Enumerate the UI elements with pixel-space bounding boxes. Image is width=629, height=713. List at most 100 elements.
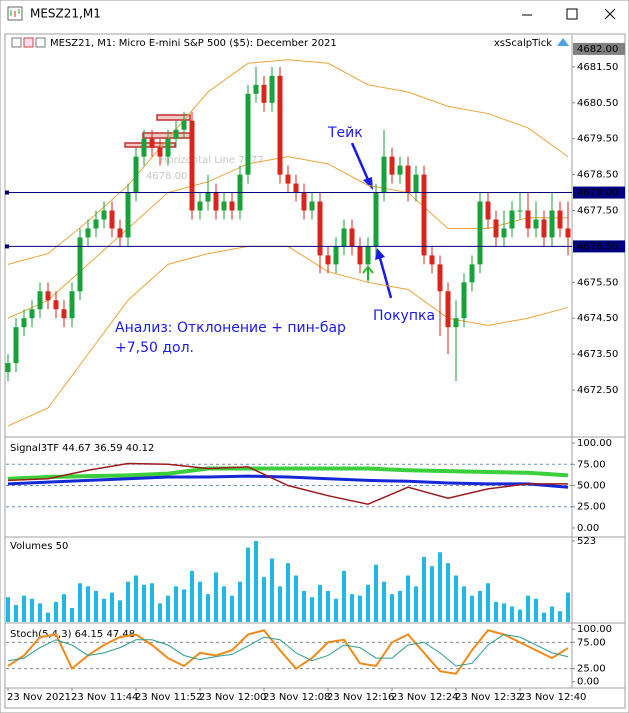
close-button[interactable] [604,8,616,20]
window-title: MESZ21,M1 [30,7,101,21]
volume-bar [382,581,386,622]
volume-bar [438,552,442,622]
volume-bar [510,606,514,622]
candle-body [141,138,147,157]
indicator-line [7,629,569,675]
y-tick-label: 75.00 [577,459,606,470]
candle-body [397,165,403,175]
volume-bar [390,594,394,622]
volume-bar [118,600,122,622]
y-tick-label: 0.00 [577,677,599,688]
maximize-button[interactable] [566,8,578,20]
volume-bar [302,591,306,622]
volume-bar [262,577,266,622]
volume-bar [278,586,282,622]
candle-body [485,201,491,220]
candle-body [365,246,371,265]
candle-body [213,192,219,211]
level-label: 4678.00 [577,188,618,199]
volume-bar [406,575,410,622]
time-label: 23 Nov 2021 [7,692,71,703]
candle-body [349,228,355,247]
volume-bar [134,575,138,622]
indicator-lines [7,462,569,505]
volume-bar [94,591,98,622]
candle-body [117,228,123,238]
volume-bar [534,598,538,622]
candle-body [5,363,11,373]
candle-body [301,192,307,211]
signal-header: Signal3TF 44.67 36.59 40.12 [10,443,154,454]
candle-body [101,210,107,220]
indicator-line [7,474,569,489]
candle-body [501,228,507,238]
y-tick-label: 4675.50 [577,277,618,288]
y-tick-label: 4679.50 [577,134,618,145]
volume-bar [254,540,258,622]
volume-bar [46,612,50,622]
candle-body [461,282,467,319]
indicator-line [7,633,569,667]
candle-body [293,183,299,193]
volume-bar [38,603,42,622]
candle-body [341,228,347,247]
buy-label: Покупка [373,308,435,324]
volume-bar [198,581,202,622]
y-tick-label: 4673.50 [577,349,618,360]
volume-bar [422,556,426,622]
level-handle [5,244,9,249]
time-label: 23 Nov 12:08 [263,692,330,703]
candle-body [549,210,555,238]
level-label-bg [573,42,625,55]
y-tick-label: 0.00 [577,523,599,534]
candle-body [261,84,267,103]
candle-body [381,156,387,193]
volume-bar [518,609,522,622]
candle-body [29,309,35,319]
candle-body [85,228,91,238]
volume-bar [6,597,10,622]
volume-bar [374,564,378,622]
candle-body [469,264,475,283]
level-label-bg [573,240,625,253]
volume-bar [286,563,290,622]
candle-body [61,309,67,319]
candle-body [229,201,235,211]
candle-body [477,201,483,265]
candle-body [13,327,19,364]
candle-body [269,75,275,103]
volume-bar [174,586,178,622]
volume-bar [526,595,530,622]
volume-bar [478,591,482,622]
candle-body [421,174,427,256]
candle-body [181,120,187,130]
level-label: 4682.00 [577,44,618,55]
y-tick-label: 50.00 [577,481,606,492]
level-label-bg [573,186,625,199]
volume-bar [542,612,546,622]
volume-header: Volumes 50 [10,541,68,552]
time-label: 23 Nov 12:40 [519,692,586,703]
volume-bar [22,595,26,622]
volume-bar [310,597,314,622]
candle-body [413,174,419,193]
y-tick-label: 75.00 [577,637,606,648]
candle-body [493,219,499,238]
volume-bar [110,592,114,622]
candle-body [557,210,563,229]
candle-body [373,192,379,247]
indicator-line [7,466,569,481]
volume-bar [366,584,370,622]
candle-body [133,156,139,193]
take-label: Тейк [327,125,363,141]
level-label: 4676.50 [577,241,618,252]
candle-body [389,156,395,175]
candle-body [285,174,291,184]
candle-body [541,219,547,238]
candle-body [165,138,171,157]
band-line [7,59,569,265]
volume-bar [190,570,194,622]
volume-bar [238,581,242,622]
expert-icon [557,38,569,46]
